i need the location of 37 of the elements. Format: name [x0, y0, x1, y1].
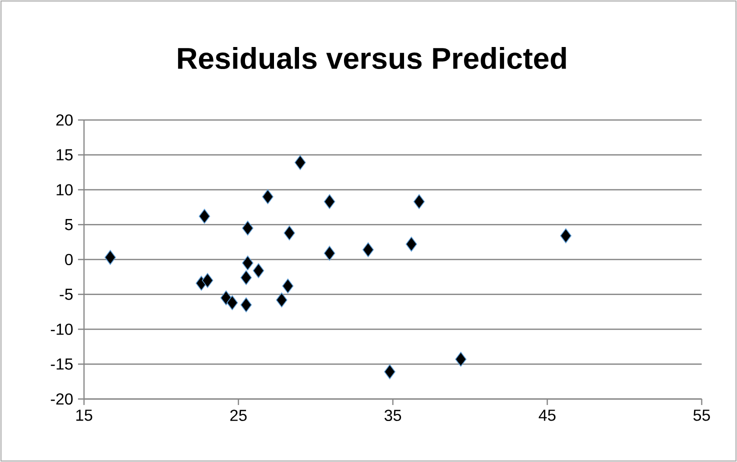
y-tick-label: 5 [65, 219, 73, 230]
point [240, 297, 252, 312]
point [362, 242, 374, 258]
point [242, 220, 254, 236]
point [294, 155, 306, 170]
point [455, 352, 466, 367]
y-tick-label: 20 [56, 114, 73, 126]
point [252, 263, 264, 278]
point [324, 194, 336, 210]
x-tick-label: 35 [384, 410, 402, 422]
point [198, 208, 210, 224]
y-tick-label: 0 [65, 254, 73, 266]
point [262, 189, 274, 204]
y-tick-label: -20 [50, 393, 73, 405]
point [276, 292, 288, 308]
point [202, 273, 214, 288]
x-tick-label: 25 [230, 410, 247, 422]
point [104, 250, 116, 265]
point [384, 364, 396, 380]
point [324, 246, 336, 261]
y-tick-label: -10 [50, 324, 73, 335]
y-tick-label: 10 [56, 184, 73, 196]
point [560, 228, 572, 244]
y-tick-label: -5 [60, 288, 73, 300]
point [226, 295, 238, 310]
point [406, 236, 418, 252]
point [240, 270, 252, 286]
chart-title: Residuals versus Predicted [178, 46, 566, 70]
point [242, 256, 254, 270]
point [282, 278, 294, 294]
point [413, 194, 425, 210]
y-tick-label: 15 [56, 149, 73, 160]
x-tick-label: 45 [538, 410, 556, 421]
y-tick-label: -15 [50, 358, 73, 370]
x-tick-label: 55 [693, 410, 710, 421]
x-tick-label: 15 [76, 410, 92, 421]
point [284, 226, 296, 240]
